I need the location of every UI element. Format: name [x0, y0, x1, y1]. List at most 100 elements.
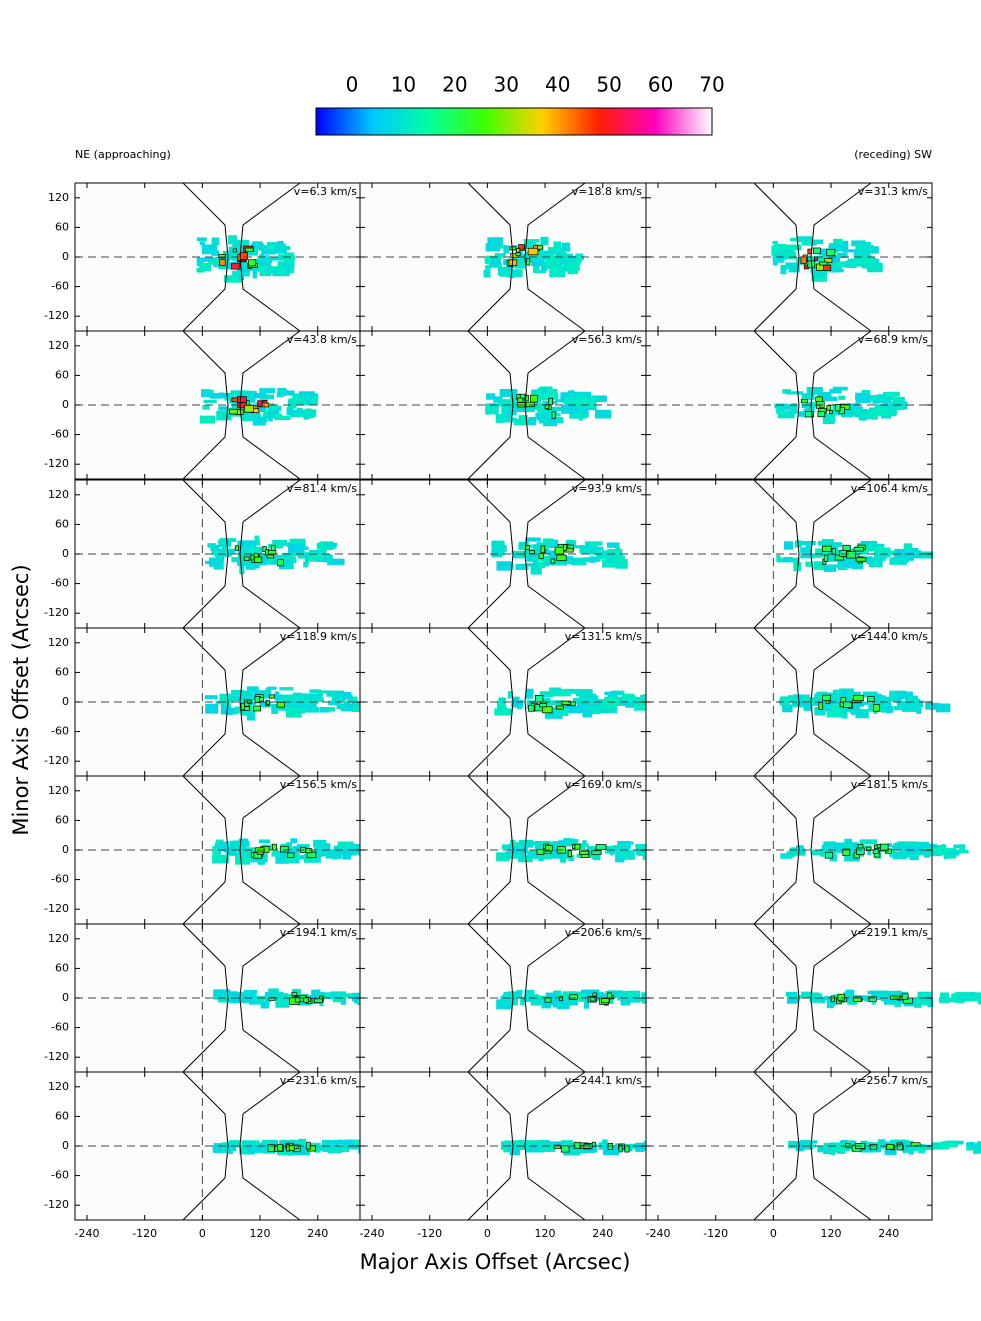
emission-core [550, 558, 556, 564]
emission [499, 266, 509, 277]
y-tick-label: -60 [51, 280, 69, 293]
emission [328, 700, 341, 706]
emission [811, 849, 830, 856]
emission [864, 995, 871, 1002]
emission [209, 393, 227, 399]
emission [550, 389, 558, 396]
emission [873, 547, 891, 558]
emission [627, 995, 640, 1003]
panel: v=206.6 km/s [359, 923, 699, 1073]
emission-core [880, 843, 889, 852]
emission [485, 243, 501, 252]
velocity-label: v=231.6 km/s [280, 1074, 358, 1087]
emission [245, 1141, 255, 1146]
emission [953, 844, 961, 849]
emission [343, 703, 356, 712]
emission [819, 396, 838, 401]
emission [867, 542, 873, 552]
emission [226, 991, 238, 997]
emission [245, 546, 263, 556]
emission [785, 244, 802, 251]
emission-core [624, 1145, 630, 1153]
y-tick-label: -120 [44, 754, 69, 767]
emission [828, 696, 847, 705]
emission-core [839, 549, 847, 557]
emission-core [607, 992, 613, 999]
mask-outline [467, 182, 586, 332]
emission [522, 1140, 539, 1144]
emission [328, 995, 334, 1000]
emission-core [561, 700, 572, 706]
emission [293, 703, 307, 712]
emission [599, 705, 618, 714]
emission [334, 691, 352, 700]
emission [324, 545, 337, 549]
emission [529, 850, 541, 859]
emission [288, 543, 305, 554]
emission-core [509, 246, 517, 251]
emission [589, 556, 596, 563]
y-tick-label: 0 [62, 250, 69, 263]
emission [554, 399, 566, 403]
emission-core [239, 252, 248, 260]
emission [258, 261, 271, 266]
emission [854, 703, 861, 711]
emission-core [253, 556, 263, 563]
emission [893, 705, 906, 711]
panel: v=256.7 km/s -240 -120 0 120 240 [645, 1071, 981, 1240]
emission [941, 997, 960, 1003]
emission [635, 847, 640, 855]
emission [563, 837, 570, 844]
emission [214, 989, 231, 994]
emission [240, 691, 254, 701]
emission [304, 553, 309, 564]
emission [509, 843, 525, 853]
emission [549, 687, 562, 693]
panel: v=81.4 km/s -120 -60 0 60 120 [44, 479, 362, 629]
x-tick-label: -240 [360, 1227, 385, 1240]
emission-core [313, 998, 323, 1003]
emission [289, 694, 307, 701]
emission-core [800, 398, 808, 404]
colorbar-tick-label: 10 [391, 73, 416, 97]
y-tick-label: -60 [51, 725, 69, 738]
emission [800, 547, 812, 553]
emission [787, 996, 799, 1004]
emission [252, 1142, 269, 1152]
emission-core [544, 844, 553, 852]
colorbar [315, 107, 713, 136]
emission [273, 413, 283, 419]
emission [874, 695, 886, 702]
emission [832, 689, 841, 698]
emission [511, 550, 527, 554]
emission-core [268, 997, 276, 1001]
mask-outline [753, 182, 872, 332]
x-tick-label: -120 [417, 1227, 442, 1240]
emission [787, 995, 806, 999]
emission [850, 691, 861, 698]
y-tick-label: -120 [44, 309, 69, 322]
emission [246, 710, 256, 721]
emission [300, 1143, 306, 1147]
emission [586, 846, 596, 855]
emission [869, 395, 886, 401]
emission [783, 556, 793, 562]
emission [545, 255, 562, 265]
emission [820, 549, 833, 557]
emission-core [265, 700, 270, 705]
mask-outline [182, 627, 301, 777]
emission [496, 561, 512, 571]
emission [494, 253, 506, 257]
emission [537, 403, 544, 412]
emission-core [240, 702, 245, 711]
emission [254, 535, 260, 543]
emission [325, 1141, 333, 1147]
emission [801, 393, 815, 401]
emission [215, 848, 221, 859]
emission [224, 392, 234, 401]
velocity-label: v=6.3 km/s [294, 185, 358, 198]
emission [203, 399, 216, 403]
emission [213, 560, 224, 570]
emission-core [530, 394, 539, 403]
